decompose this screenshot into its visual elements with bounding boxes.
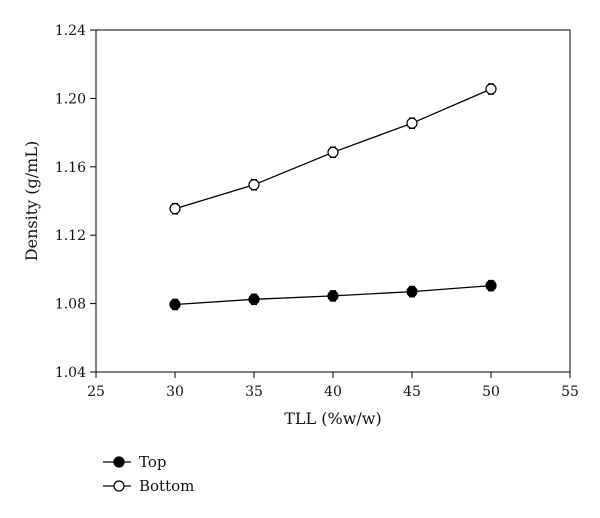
plot-frame [95, 29, 571, 373]
y-tick-label: 1.04 [55, 365, 86, 381]
legend-item-bottom: Bottom [103, 477, 194, 495]
data-point-bottom [406, 117, 418, 129]
series-bottom [169, 83, 497, 215]
x-tick-label: 30 [166, 384, 184, 400]
y-tick-label: 1.12 [55, 228, 86, 244]
x-tick-label: 55 [561, 384, 579, 400]
series-layer [169, 83, 497, 311]
legend-marker-top [113, 456, 125, 468]
data-point-bottom [485, 83, 497, 95]
x-tick-label: 25 [87, 384, 105, 400]
legend-label-bottom: Bottom [139, 477, 194, 495]
data-point-bottom [169, 203, 181, 215]
legend-label-top: Top [139, 453, 166, 471]
x-axis-title: TLL (%w/w) [284, 409, 381, 428]
x-tick-label: 50 [482, 384, 500, 400]
data-point-bottom [327, 146, 339, 158]
x-tick-label: 40 [324, 384, 342, 400]
data-point-top [169, 298, 181, 311]
legend: Top Bottom [103, 453, 194, 495]
data-point-top [485, 280, 497, 292]
data-point-top [406, 286, 418, 298]
y-tick-label: 1.24 [55, 23, 86, 39]
y-axis-ticks: 1.04 1.08 1.12 1.16 1.20 1.24 [55, 23, 96, 381]
x-tick-label: 45 [403, 384, 421, 400]
x-tick-label: 35 [245, 384, 263, 400]
y-tick-label: 1.20 [55, 91, 86, 107]
data-point-bottom [248, 179, 260, 191]
y-axis-title: Density (g/mL) [22, 141, 41, 261]
legend-marker-bottom [113, 480, 125, 492]
x-axis-ticks: 25 30 35 40 45 50 55 [87, 372, 579, 400]
data-point-top [248, 293, 260, 305]
y-tick-label: 1.16 [55, 160, 86, 176]
legend-item-top: Top [103, 453, 166, 471]
data-point-top [327, 290, 339, 302]
y-tick-label: 1.08 [55, 297, 86, 313]
series-top [169, 279, 497, 311]
